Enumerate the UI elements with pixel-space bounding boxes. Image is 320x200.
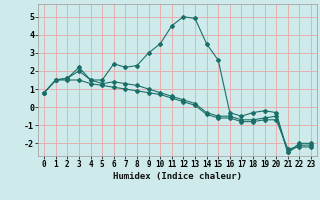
- X-axis label: Humidex (Indice chaleur): Humidex (Indice chaleur): [113, 172, 242, 181]
